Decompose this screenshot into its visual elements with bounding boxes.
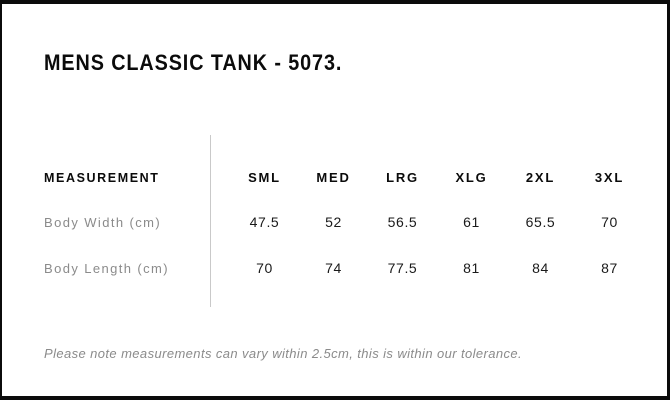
body-length-value-med: 74 [325,260,342,276]
table-divider [210,135,211,307]
row-label-body-length: Body Length (cm) [44,260,170,276]
table-row-body-width: Body Width (cm) 47.5 52 56.5 61 65.5 70 [44,214,648,230]
tolerance-note: Please note measurements can vary within… [44,346,523,361]
body-length-value-xlg: 81 [463,260,480,276]
body-width-value-2xl: 65.5 [525,214,556,230]
body-length-value-sml: 70 [256,260,273,276]
row-label-body-width: Body Width (cm) [44,214,162,230]
header-size-lrg: LRG [386,170,419,185]
body-length-value-2xl: 84 [532,260,549,276]
body-length-value-3xl: 87 [601,260,618,276]
header-size-med: MED [316,170,351,185]
header-size-xlg: XLG [455,170,488,185]
body-width-value-sml: 47.5 [249,214,280,230]
body-width-value-lrg: 56.5 [387,214,418,230]
size-table-header: MEASUREMENT SML MED LRG XLG 2XL 3XL [44,170,648,185]
page-title: MENS CLASSIC TANK - 5073. [44,50,343,75]
header-measurement-label: MEASUREMENT [44,170,160,185]
body-length-value-lrg: 77.5 [387,260,418,276]
body-width-value-xlg: 61 [463,214,480,230]
table-row-body-length: Body Length (cm) 70 74 77.5 81 84 87 [44,260,648,276]
header-size-sml: SML [248,170,281,185]
header-size-3xl: 3XL [594,170,625,185]
body-width-value-med: 52 [325,214,342,230]
header-size-2xl: 2XL [525,170,556,185]
body-width-value-3xl: 70 [601,214,618,230]
